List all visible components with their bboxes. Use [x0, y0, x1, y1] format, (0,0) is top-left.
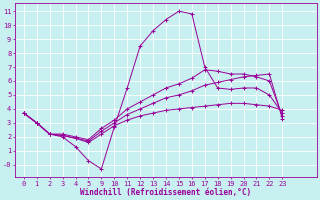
X-axis label: Windchill (Refroidissement éolien,°C): Windchill (Refroidissement éolien,°C) — [80, 188, 252, 197]
